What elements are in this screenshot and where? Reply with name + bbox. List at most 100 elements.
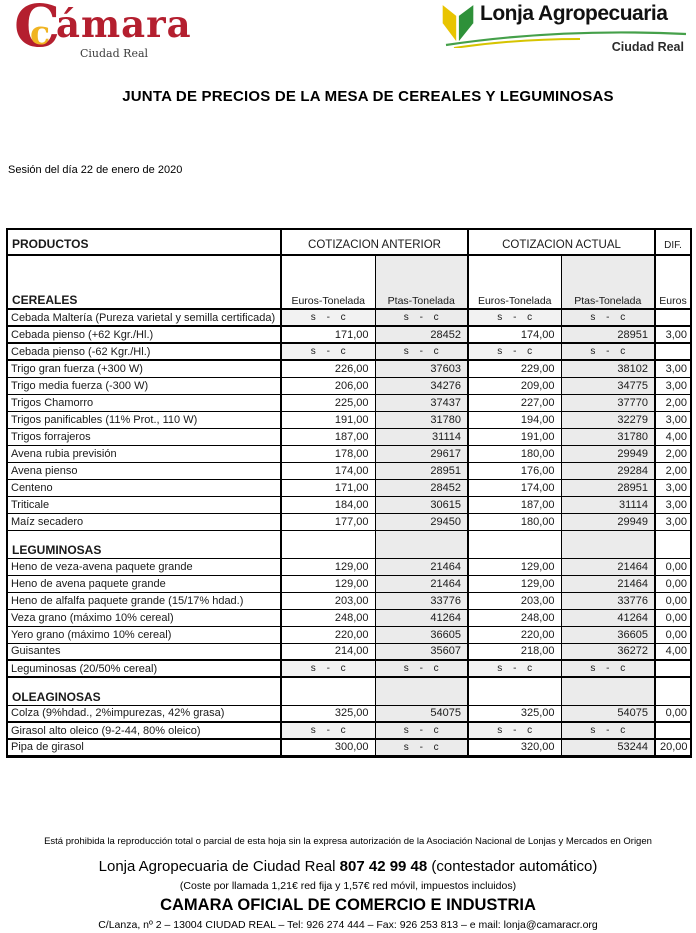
price-cell: 177,00 <box>280 512 376 531</box>
product-cell: Heno de veza-avena paquete grande <box>6 557 282 576</box>
dif-cell: 2,00 <box>654 393 692 412</box>
table-row: Girasol alto oleico (9-2-44, 80% oleico)… <box>6 721 692 740</box>
price-cell: 227,00 <box>467 393 562 412</box>
unit-header: Ptas-Tonelada <box>560 254 656 310</box>
price-cell: 174,00 <box>467 325 562 344</box>
product-cell: Veza grano (máximo 10% cereal) <box>6 608 282 627</box>
price-cell: 21464 <box>560 574 656 593</box>
price-cell: 180,00 <box>467 444 562 463</box>
price-cell: 29617 <box>374 444 469 463</box>
table-row: Trigos panificables (11% Prot., 110 W) 19… <box>6 410 692 429</box>
price-cell: 180,00 <box>467 512 562 531</box>
price-cell: 36605 <box>560 625 656 644</box>
price-cell: s - c <box>374 659 469 678</box>
price-cell: 38102 <box>560 359 656 378</box>
price-cell: 206,00 <box>280 376 376 395</box>
unit-header: Euros <box>654 254 692 310</box>
product-cell: Triticale <box>6 495 282 514</box>
dif-cell: 0,00 <box>654 557 692 576</box>
dif-cell: 3,00 <box>654 325 692 344</box>
price-cell: s - c <box>280 659 376 678</box>
table-row: Cebada Maltería (Pureza varietal y semil… <box>6 308 692 327</box>
price-cell: s - c <box>374 308 469 327</box>
table-row: Triticale 184,00 30615 187,00 31114 3,00 <box>6 495 692 514</box>
empty-cell <box>467 676 562 706</box>
price-cell: 325,00 <box>280 704 376 723</box>
dif-cell: 0,00 <box>654 608 692 627</box>
table-row: Trigos Chamorro 225,00 37437 227,00 37770 2,0… <box>6 393 692 412</box>
price-cell: 29949 <box>560 444 656 463</box>
price-cell: 174,00 <box>467 478 562 497</box>
price-cell: s - c <box>374 342 469 361</box>
price-cell: 29284 <box>560 461 656 480</box>
section-label: OLEAGINOSAS <box>6 676 282 706</box>
price-cell: 129,00 <box>467 574 562 593</box>
price-cell: 33776 <box>374 591 469 610</box>
product-cell: Leguminosas (20/50% cereal) <box>6 659 282 678</box>
price-cell: 184,00 <box>280 495 376 514</box>
chamber-name: CAMARA OFICIAL DE COMERCIO E INDUSTRIA <box>160 896 536 914</box>
product-cell: Heno de avena paquete grande <box>6 574 282 593</box>
product-cell: Trigos forrajeros <box>6 427 282 446</box>
dif-cell: 2,00 <box>654 444 692 463</box>
dif-cell: 3,00 <box>654 410 692 429</box>
table-row: Centeno 171,00 28452 174,00 28951 3,00 <box>6 478 692 497</box>
price-cell: 218,00 <box>467 642 562 661</box>
price-cell: s - c <box>560 308 656 327</box>
price-cell: 178,00 <box>280 444 376 463</box>
price-cell: 41264 <box>374 608 469 627</box>
dif-cell: 20,00 <box>654 738 692 757</box>
lonja-subtitle: Ciudad Real <box>611 40 684 54</box>
price-cell: 28452 <box>374 478 469 497</box>
dif-cell: 3,00 <box>654 495 692 514</box>
price-cell: s - c <box>280 308 376 327</box>
price-cell: s - c <box>280 721 376 740</box>
price-cell: 209,00 <box>467 376 562 395</box>
section-label: LEGUMINOSAS <box>6 529 282 559</box>
dif-cell: 2,00 <box>654 461 692 480</box>
price-cell: 191,00 <box>280 410 376 429</box>
table-row: Heno de veza-avena paquete grande 129,00 2… <box>6 557 692 576</box>
price-cell: 37770 <box>560 393 656 412</box>
table-row: Heno de avena paquete grande 129,00 21464 1… <box>6 574 692 593</box>
camara-subtitle: Ciudad Real <box>80 47 149 60</box>
session-date: Sesión del día 22 de enero de 2020 <box>8 164 183 176</box>
empty-cell <box>280 529 376 559</box>
section-label-cereales: CEREALES <box>6 254 282 310</box>
price-cell: 28951 <box>560 478 656 497</box>
camara-small-c-glyph: c <box>30 13 51 52</box>
dif-cell: 4,00 <box>654 427 692 446</box>
price-cell: 203,00 <box>280 591 376 610</box>
table-row: Trigo media fuerza (-300 W) 206,00 34276 20… <box>6 376 692 395</box>
table-unit-row: CEREALES Euros-Tonelada Ptas-Tonelada Eu… <box>6 254 692 310</box>
table-row: Colza (9%hdad., 2%impurezas, 42% grasa) 3… <box>6 704 692 723</box>
empty-cell <box>560 529 656 559</box>
price-cell: 191,00 <box>467 427 562 446</box>
price-cell: 220,00 <box>467 625 562 644</box>
unit-header: Ptas-Tonelada <box>374 254 469 310</box>
product-cell: Avena pienso <box>6 461 282 480</box>
price-cell: 129,00 <box>280 557 376 576</box>
product-cell: Yero grano (máximo 10% cereal) <box>6 625 282 644</box>
table-row: Guisantes 214,00 35607 218,00 36272 4,00 <box>6 642 692 661</box>
phone-number: 807 42 99 48 <box>339 858 428 875</box>
price-cell: 229,00 <box>467 359 562 378</box>
table-row: Pipa de girasol 300,00 s - c 320,00 53244 20,… <box>6 738 692 757</box>
price-cell: s - c <box>467 659 562 678</box>
price-cell: s - c <box>467 342 562 361</box>
price-cell: 31780 <box>374 410 469 429</box>
dif-cell <box>654 659 692 678</box>
price-cell: s - c <box>374 738 469 757</box>
price-cell: s - c <box>467 721 562 740</box>
price-cell: 171,00 <box>280 325 376 344</box>
dif-cell: 0,00 <box>654 704 692 723</box>
table-row: Heno de alfalfa paquete grande (15/17% h… <box>6 591 692 610</box>
price-cell: 34276 <box>374 376 469 395</box>
price-cell: s - c <box>467 308 562 327</box>
empty-cell <box>280 676 376 706</box>
price-cell: 194,00 <box>467 410 562 429</box>
phone-line-pre: Lonja Agropecuaria de Ciudad Real <box>98 858 340 875</box>
